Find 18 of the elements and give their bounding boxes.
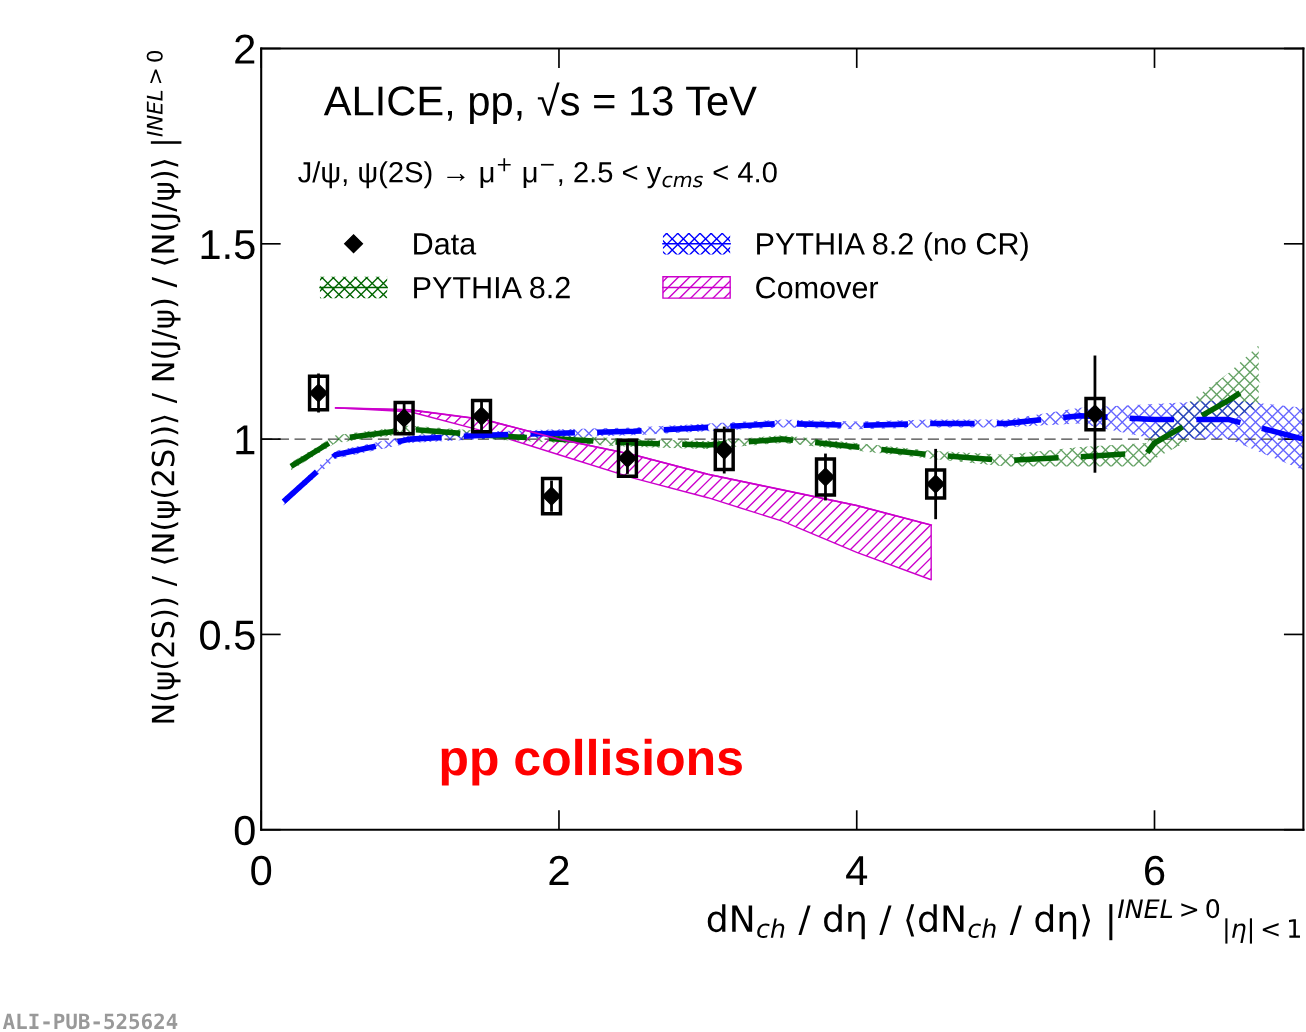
y-tick-label: 1 [236, 425, 255, 455]
x-tick-label: 2 [549, 855, 569, 885]
legend-label: Data [414, 233, 477, 255]
y-axis-title: N(ψ(2S)) / ⟨N(ψ(2S))⟩ / N(J/ψ) / ⟨N(J/ψ)⟩ |$^{INEL>0}$ [146, 50, 182, 723]
text: ALI-PUB-525624 [2, 1013, 178, 1030]
legend-label: Comover [756, 276, 879, 299]
legend-label: PYTHIA 8.2 (no CR) [757, 232, 1028, 261]
y-tick-label: 0.5 [200, 620, 255, 650]
y-tick-label: 2 [235, 34, 255, 64]
x-tick-label: 4 [846, 856, 868, 885]
y-tick-label: 1.5 [201, 230, 255, 260]
x-axis-title: dN$_{ch}$ / dη / ⟨dN$_{ch}$ / dη⟩ |$^{INEL>0}$$_{|η|<1}$ [707, 899, 1300, 944]
legend-label: PYTHIA 8.2 [414, 276, 570, 299]
text: J/ψ, ψ(2S) → μ$^{+}$ μ$^{−}$, 2.5 < y$_{cms}$ < 4.0 [298, 158, 777, 189]
annotation: pp collisions [441, 738, 742, 786]
y-tick-label: 0 [234, 815, 255, 846]
x-tick-label: 6 [1145, 855, 1165, 886]
text: ALICE, pp, √s = 13 TeV [323, 82, 757, 124]
